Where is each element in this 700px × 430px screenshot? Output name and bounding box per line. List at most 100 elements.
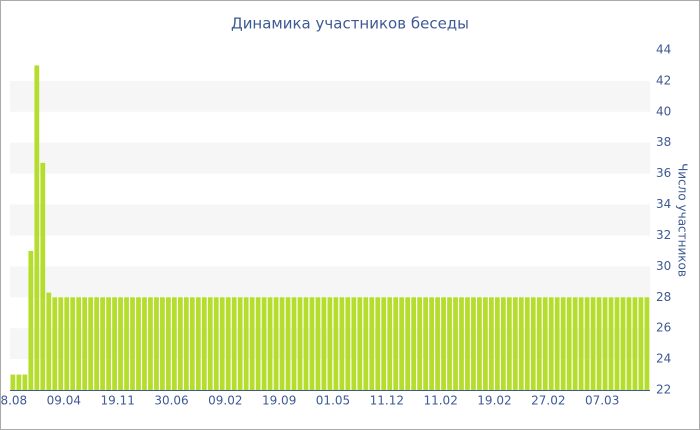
bar [88,297,94,390]
bar [189,297,195,390]
grid-band [10,80,650,112]
y-tick-label: 30 [656,259,671,273]
bar [309,297,315,390]
bar [441,297,446,390]
bar [10,374,16,390]
bar [201,297,207,390]
bar [363,297,369,390]
bar [136,297,141,390]
bar [572,297,578,390]
y-tick-label: 38 [656,135,671,149]
bar [453,297,458,390]
bar [22,374,28,390]
bar [566,297,572,390]
bar [387,297,393,390]
bar [638,297,644,390]
bar [207,297,213,390]
bar [279,297,285,390]
bar [16,374,22,390]
bar [291,297,297,390]
bar [345,297,351,390]
x-tick-label: 19.02 [477,394,511,408]
x-tick-label: 28.08 [0,394,27,408]
bar [225,297,231,390]
bar [411,297,417,390]
bar [124,297,129,390]
bar [237,297,243,390]
bar [154,297,159,390]
y-tick-label: 40 [656,104,671,118]
bar [333,297,339,390]
bar [52,297,58,390]
bar [285,297,291,390]
bar [130,297,135,390]
bar [471,297,476,390]
bar [261,297,267,390]
bar [76,297,82,390]
bar [435,297,440,390]
bar [327,297,333,390]
x-tick-label: 27.02 [531,394,565,408]
bar [405,297,411,390]
bar [351,297,357,390]
bar [58,297,64,390]
bar [160,297,165,390]
bar [369,297,375,390]
bar [339,297,345,390]
bar [554,297,560,390]
bar [183,297,189,390]
bar [590,297,596,390]
bar [321,297,327,390]
bar [602,297,608,390]
bar [524,297,530,390]
bar [578,297,584,390]
y-tick-label: 42 [656,73,671,87]
y-tick-label: 24 [656,352,671,366]
bar [381,297,387,390]
bar [82,297,88,390]
bar [166,297,171,390]
bar [465,297,470,390]
bar [273,297,279,390]
bar [118,297,123,390]
bar [303,297,309,390]
bar [608,297,614,390]
bar [429,297,434,390]
y-tick-label: 32 [656,228,671,242]
grid-band [10,266,650,298]
bar [536,297,542,390]
bar [219,297,225,390]
bar [644,297,650,390]
bar [596,297,602,390]
x-tick-label: 09.02 [208,394,242,408]
bar [106,297,111,390]
bar [506,297,512,390]
grid-band [10,142,650,174]
bar [213,297,219,390]
bar [423,297,428,390]
bar [530,297,536,390]
bar [393,297,399,390]
bar [243,297,249,390]
x-tick-label: 19.11 [100,394,134,408]
bar [70,297,76,390]
bar [142,297,147,390]
bar [512,297,518,390]
y-tick-label: 44 [656,43,671,57]
bar [447,297,452,390]
bar [195,297,201,390]
bar [112,297,117,390]
bar [518,297,524,390]
chart-title: Динамика участников беседы [231,15,469,33]
bar [46,292,52,390]
bar [375,297,381,390]
bar [626,297,632,390]
bar [614,297,620,390]
bar [494,297,500,390]
bar [560,297,566,390]
bar [148,297,153,390]
bar [40,162,46,390]
bar [584,297,590,390]
y-axis-title: Число участников [676,163,690,277]
